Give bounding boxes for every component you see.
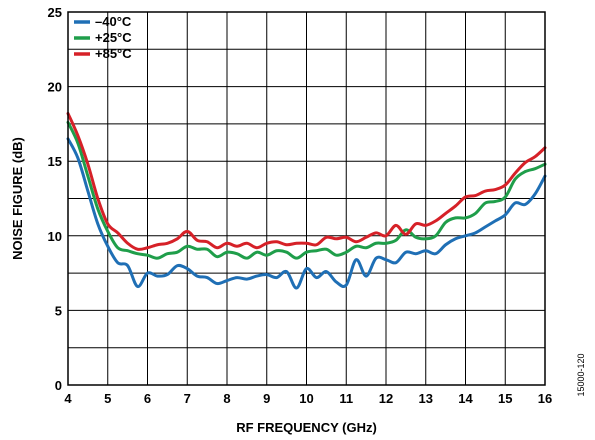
grid [67,11,546,386]
x-tick-labels: 4 5 6 7 8 9 10 11 12 13 14 15 16 [64,391,552,406]
plot-frame [67,11,546,386]
x-tick-label: 13 [419,391,433,406]
x-tick-label: 11 [339,391,353,406]
x-tick-label: 7 [184,391,191,406]
series-line-0 [66,137,547,290]
x-tick-label: 15 [498,391,512,406]
x-axis-title: RF FREQUENCY (GHz) [236,420,377,435]
series-layer [66,111,547,290]
series-line-1 [66,120,547,260]
y-tick-label: 5 [55,303,62,318]
y-tick-labels: 0 5 10 15 20 25 [48,5,62,393]
x-tick-label: 14 [458,391,473,406]
x-tick-label: 12 [379,391,393,406]
x-tick-label: 5 [104,391,111,406]
y-tick-label: 25 [48,5,62,20]
x-tick-label: 10 [299,391,313,406]
legend-label: +25°C [95,30,132,45]
x-tick-label: 4 [64,391,72,406]
y-tick-label: 10 [48,229,62,244]
series-line-2 [66,111,547,251]
legend: –40°C+25°C+85°C [74,14,132,61]
x-tick-label: 9 [263,391,270,406]
figure-id: 15000-120 [576,353,586,396]
legend-label: –40°C [95,14,132,29]
x-tick-label: 6 [144,391,151,406]
y-tick-label: 0 [55,378,62,393]
y-axis-title: NOISE FIGURE (dB) [10,137,25,260]
legend-label: +85°C [95,46,132,61]
y-tick-label: 15 [48,154,62,169]
y-tick-label: 20 [48,80,62,95]
x-tick-label: 16 [538,391,552,406]
x-tick-label: 8 [223,391,230,406]
